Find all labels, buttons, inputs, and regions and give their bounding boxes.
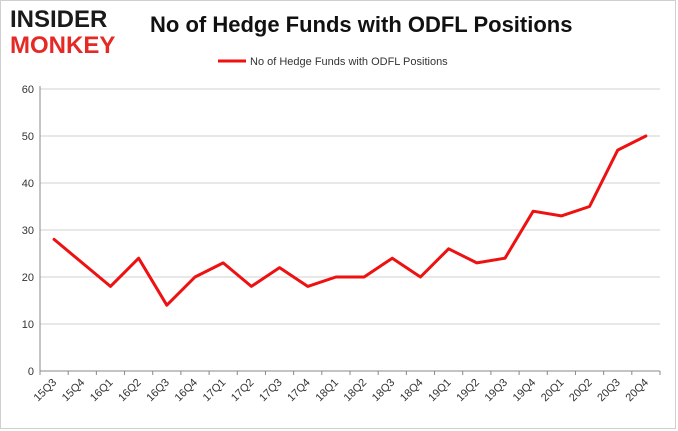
x-tick-label: 17Q1 bbox=[201, 377, 229, 405]
y-tick-label: 10 bbox=[22, 319, 34, 331]
x-tick-label: 19Q3 bbox=[483, 377, 511, 405]
logo-line-2: MONKEY bbox=[10, 32, 116, 59]
y-tick-label: 40 bbox=[22, 178, 34, 190]
x-tick-label: 17Q4 bbox=[285, 377, 313, 405]
chart-title: No of Hedge Funds with ODFL Positions bbox=[150, 12, 573, 37]
x-tick-label: 16Q4 bbox=[173, 377, 201, 405]
y-tick-label: 0 bbox=[28, 366, 34, 378]
x-tick-label: 15Q4 bbox=[60, 377, 88, 405]
x-tick-label: 20Q1 bbox=[539, 377, 567, 405]
y-tick-label: 60 bbox=[22, 84, 34, 96]
x-tick-label: 15Q3 bbox=[32, 377, 60, 405]
y-tick-label: 50 bbox=[22, 131, 34, 143]
x-tick-label: 17Q2 bbox=[229, 377, 257, 405]
legend: No of Hedge Funds with ODFL Positions bbox=[218, 56, 448, 68]
y-tick-label: 20 bbox=[22, 272, 34, 284]
y-tick-labels: 0 10 20 30 40 50 60 bbox=[22, 84, 34, 378]
x-tick-label: 18Q2 bbox=[342, 377, 370, 405]
x-tick-label: 20Q4 bbox=[624, 377, 652, 405]
legend-label: No of Hedge Funds with ODFL Positions bbox=[250, 56, 448, 68]
x-tick-label: 16Q2 bbox=[116, 377, 144, 405]
grid-lines bbox=[40, 88, 660, 325]
x-tick-label: 18Q4 bbox=[398, 377, 426, 405]
series-group bbox=[52, 134, 648, 307]
logo-line-1: INSIDER bbox=[10, 6, 108, 33]
x-tick-label: 19Q2 bbox=[454, 377, 482, 405]
series-line bbox=[52, 134, 648, 307]
x-tick-label: 16Q1 bbox=[88, 377, 116, 405]
x-tick-label: 18Q3 bbox=[370, 377, 398, 405]
x-tick-label: 19Q1 bbox=[426, 377, 454, 405]
x-tick-label: 16Q3 bbox=[144, 377, 172, 405]
x-tick-label: 17Q3 bbox=[257, 377, 285, 405]
x-tick-label: 18Q1 bbox=[314, 377, 342, 405]
axes bbox=[39, 86, 661, 375]
x-tick-label: 19Q4 bbox=[511, 377, 539, 405]
x-tick-label: 20Q3 bbox=[595, 377, 623, 405]
x-tick-label: 20Q2 bbox=[567, 377, 595, 405]
insider-monkey-logo: INSIDER MONKEY bbox=[10, 8, 115, 58]
x-tick-labels: 15Q3 15Q4 16Q1 16Q2 16Q3 16Q4 17Q1 17Q2 17Q3 17Q4… bbox=[32, 377, 651, 405]
y-tick-label: 30 bbox=[22, 225, 34, 237]
